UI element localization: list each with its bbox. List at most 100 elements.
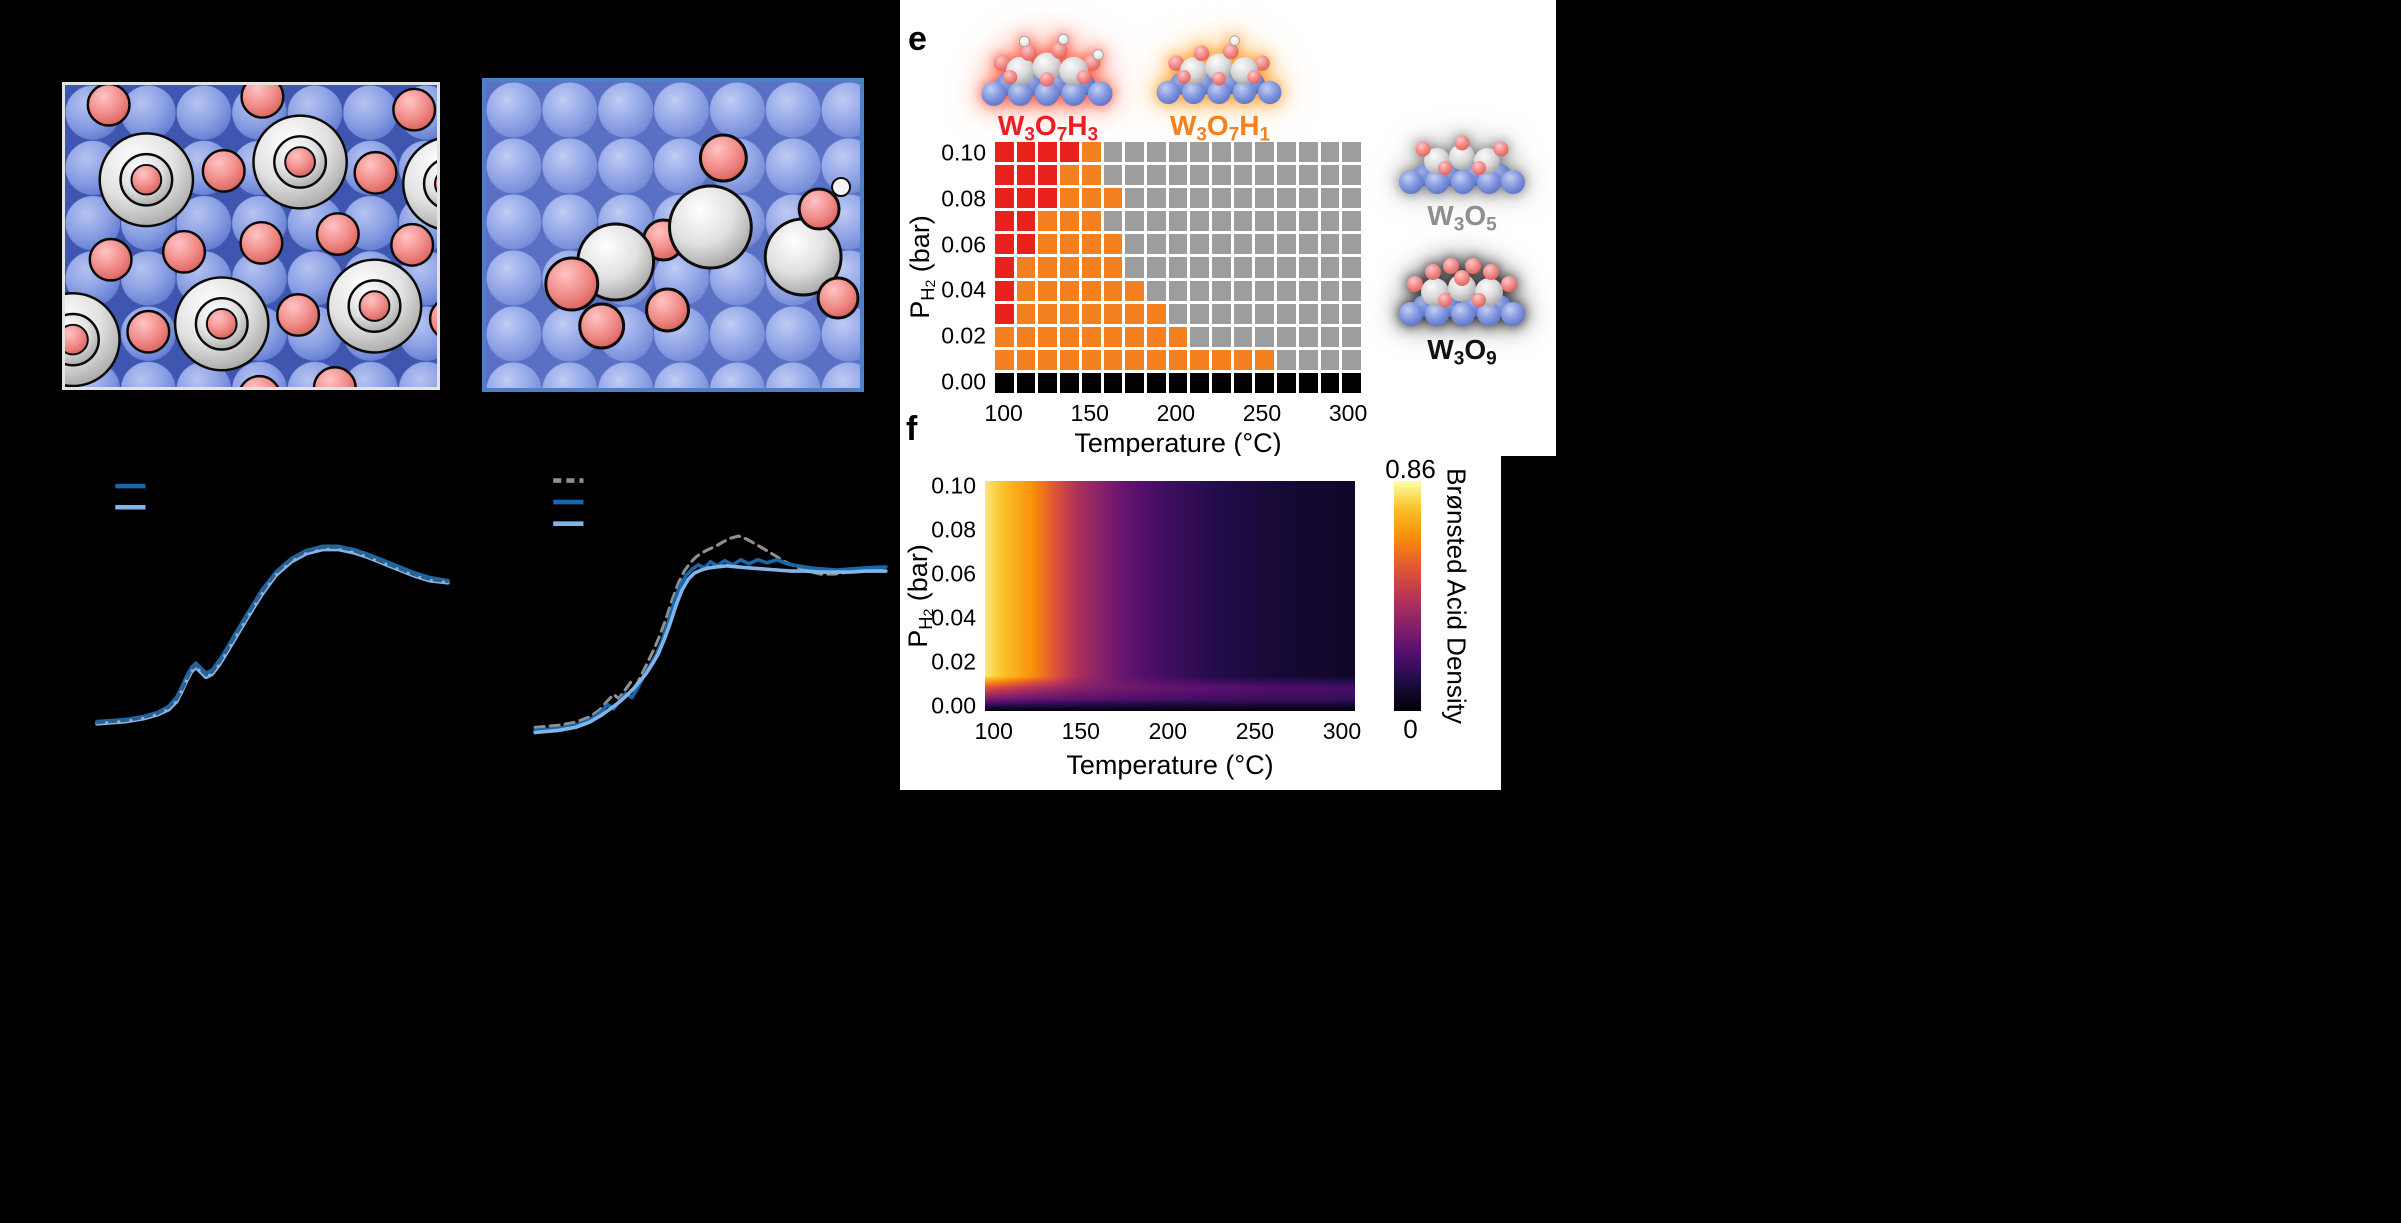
label-part: 3 xyxy=(1453,214,1465,236)
phase-diagram-x-axis-label: Temperature (°C) xyxy=(1074,428,1282,458)
phase-cell-k xyxy=(1212,372,1231,393)
phase-cell-o xyxy=(1103,257,1123,278)
phase-cell-o xyxy=(1060,349,1079,370)
phase-cell-g xyxy=(1212,142,1231,163)
phase-cell-g xyxy=(1342,211,1361,232)
colorbar-title: Brønsted Acid Density xyxy=(1441,468,1472,724)
phase-cell-o xyxy=(1233,349,1253,370)
phase-cell-r xyxy=(1060,142,1079,163)
phase-cell-g xyxy=(1212,280,1231,301)
phase-cell-g xyxy=(1146,188,1166,209)
phase-cell-r xyxy=(995,142,1014,163)
phase-cell-g xyxy=(1212,211,1231,232)
phase-cell-g xyxy=(1298,142,1318,163)
phase-cell-o xyxy=(1212,349,1231,370)
phase-cell-g xyxy=(1146,257,1166,278)
phase-cell-o xyxy=(1060,280,1079,301)
tick-label: 0.02 xyxy=(941,322,986,349)
phase-cell-o xyxy=(1146,303,1166,324)
label-part: W xyxy=(997,110,1025,141)
phase-cell-g xyxy=(1255,234,1275,255)
label-part: 3 xyxy=(1196,124,1207,146)
phase-cell-g xyxy=(1190,165,1210,186)
phase-cell-g xyxy=(1342,257,1361,278)
phase-cell-o xyxy=(1060,211,1079,232)
phase-diagram-y-axis-label: PH2 (bar) xyxy=(905,215,939,319)
phase-cell-o xyxy=(1038,280,1058,301)
phase-cell-g xyxy=(1255,280,1275,301)
molecule-w3o7h3-label: W3O7H3 xyxy=(958,110,1138,146)
phase-cell-g xyxy=(1168,211,1188,232)
phase-cell-o xyxy=(1060,234,1079,255)
tick-label: 0.10 xyxy=(941,139,986,166)
phase-cell-g xyxy=(1233,142,1253,163)
phase-cell-o xyxy=(1103,188,1123,209)
tick-label: 250 xyxy=(1235,718,1275,744)
phase-cell-g xyxy=(1298,349,1318,370)
phase-cell-o xyxy=(1038,349,1058,370)
phase-cell-g xyxy=(1298,303,1318,324)
phase-cell-g xyxy=(1168,257,1188,278)
heatmap-y-ticks: 0.10 0.08 0.06 0.04 0.02 0.00 xyxy=(920,473,980,718)
phase-cell-o xyxy=(1103,234,1123,255)
phase-diagram-y-ticks: 0.10 0.08 0.06 0.04 0.02 0.00 xyxy=(928,139,990,394)
phase-cell-o xyxy=(1060,303,1079,324)
phase-cell-o xyxy=(1081,142,1101,163)
phase-cell-o xyxy=(1081,349,1101,370)
label-part: W xyxy=(1427,334,1454,365)
phase-cell-r xyxy=(1016,234,1036,255)
phase-cell-g xyxy=(1190,211,1210,232)
phase-cell-g xyxy=(1212,165,1231,186)
tick-label: 0.10 xyxy=(931,472,976,499)
phase-cell-o xyxy=(1081,257,1101,278)
phase-cell-o xyxy=(1016,326,1036,347)
phase-cell-g xyxy=(1320,234,1340,255)
phase-cell-k xyxy=(1320,372,1340,393)
phase-cell-o xyxy=(1168,326,1188,347)
label-part: 3 xyxy=(1087,124,1099,146)
phase-cell-o xyxy=(1038,234,1058,255)
phase-cell-g xyxy=(1233,188,1253,209)
phase-cell-r xyxy=(1038,142,1058,163)
label-part: 1 xyxy=(1259,124,1271,146)
tick-label: 100 xyxy=(974,718,1013,744)
phase-cell-o xyxy=(1081,211,1101,232)
phase-cell-g xyxy=(1125,211,1144,232)
colorbar-max-label: 0.86 xyxy=(1385,454,1436,484)
phase-cell-g xyxy=(1342,303,1361,324)
label-part: O xyxy=(1206,110,1229,141)
phase-cell-g xyxy=(1212,257,1231,278)
phase-cell-g xyxy=(1342,188,1361,209)
phase-cell-k xyxy=(1146,372,1166,393)
phase-cell-g xyxy=(1255,142,1275,163)
phase-cell-k xyxy=(1190,372,1210,393)
phase-cell-o xyxy=(1103,280,1123,301)
panel-b-cluster-image xyxy=(482,78,864,392)
phase-cell-r xyxy=(995,257,1014,278)
phase-cell-g xyxy=(1320,211,1340,232)
phase-cell-g xyxy=(1103,165,1123,186)
phase-cell-o xyxy=(1255,349,1275,370)
phase-cell-o xyxy=(1081,303,1101,324)
label-part: O xyxy=(1034,110,1057,141)
heatmap-y-axis-label: PH2 (bar) xyxy=(903,544,937,648)
heatmap-x-axis-label: Temperature (°C) xyxy=(1066,750,1274,780)
phase-cell-o xyxy=(1016,349,1036,370)
phase-cell-r xyxy=(1016,211,1036,232)
phase-cell-o xyxy=(1146,326,1166,347)
label-part: O xyxy=(1464,334,1487,365)
phase-cell-g xyxy=(1298,326,1318,347)
phase-cell-o xyxy=(1125,303,1144,324)
tick-label: 0.04 xyxy=(931,604,976,631)
tick-label: 0.08 xyxy=(941,185,986,212)
phase-cell-g xyxy=(1103,142,1123,163)
phase-cell-g xyxy=(1190,326,1210,347)
panel-f-letter: f xyxy=(906,410,918,448)
phase-cell-g xyxy=(1320,280,1340,301)
phase-cell-g xyxy=(1168,142,1188,163)
label-part: P xyxy=(902,629,933,648)
tick-label: 150 xyxy=(1070,400,1109,426)
label-part: H xyxy=(915,616,937,630)
phase-cell-g xyxy=(1277,211,1296,232)
phase-cell-g xyxy=(1277,142,1296,163)
